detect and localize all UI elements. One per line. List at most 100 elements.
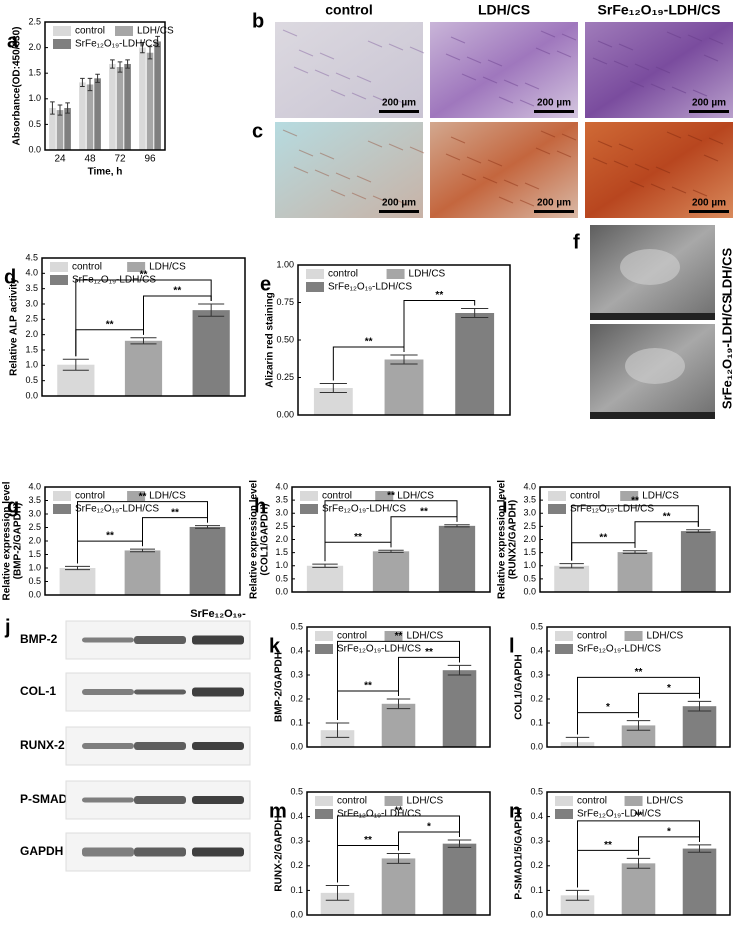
texture [351,192,367,200]
bar [617,552,653,592]
texture [556,50,572,58]
error-bar [444,524,470,528]
y-tick-label: 0.5 [530,786,543,796]
bar [64,108,71,150]
legend-swatch [555,796,573,806]
error-bar [87,77,93,92]
texture [671,86,687,94]
panel-letter: l [509,635,515,657]
y-tick-label: 4.0 [25,268,38,278]
significance-label: * [667,683,671,694]
bar [79,82,86,150]
y-tick-label: 0.0 [275,586,288,596]
error-bar [125,59,130,69]
significance-label: ** [663,511,671,522]
texture [556,150,572,158]
significance-label: ** [395,631,403,642]
legend-label: SrFe₁₂O₁₉-LDH/CS [577,644,661,655]
error-bar [140,41,145,54]
error-bar [461,308,489,318]
bar [320,730,355,747]
significance-label: * [667,827,671,838]
texture [409,146,425,154]
legend-label: LDH/CS [397,491,434,502]
row-label: COL-1 [20,684,56,698]
texture [393,98,409,106]
scale-bar [379,110,419,113]
significance-bracket [75,279,212,357]
scale-bar-label: 200 µm [692,198,726,209]
texture [466,156,482,164]
band [82,637,134,643]
y-tick-label: 0.5 [275,573,288,583]
legend-swatch [384,796,403,806]
column-header: LDH/CS [478,2,530,18]
texture [540,130,556,138]
y-tick-label: 1.0 [28,562,41,572]
plot-frame [306,626,491,748]
texture [409,46,425,54]
legend-swatch [306,282,324,292]
bar [306,565,344,592]
texture [692,189,708,197]
error-bar [386,853,411,864]
significance-label: ** [106,319,114,330]
legend-swatch [300,491,318,501]
y-tick-label: 0.1 [290,717,303,727]
legend-label: control [577,631,607,642]
legend-swatch [620,491,639,501]
legend-swatch [53,491,71,501]
micrograph [275,22,423,118]
legend-label: control [337,796,367,807]
panel-letter: c [252,120,263,142]
significance-label: ** [387,490,395,501]
texture [666,31,682,39]
scale-bar-label: 200 µm [537,198,571,209]
legend-swatch [375,491,394,501]
y-tick-label: 0.00 [276,409,294,419]
significance-bracket [403,300,476,352]
significance-label: ** [435,290,443,301]
error-bar [390,354,418,365]
bar [124,63,131,150]
significance-bracket [337,640,460,720]
y-tick-label: 2.0 [275,534,288,544]
significance-label: ** [139,491,147,502]
texture [634,63,650,71]
significance-bracket [337,815,460,883]
significance-label: ** [599,532,607,543]
y-tick-label: 2.0 [523,534,536,544]
y-tick-label: 0.5 [290,621,303,631]
texture [592,57,608,65]
panel-letter: m [269,800,287,822]
panel-letter: b [252,10,264,32]
legend-label: LDH/CS [409,269,446,280]
bar [192,310,230,396]
texture [282,129,298,137]
micrograph [585,22,733,118]
significance-bracket [324,500,458,562]
legend-label: LDH/CS [642,491,679,502]
x-tick-label: 24 [54,154,66,165]
panel-letter: e [260,273,271,295]
error-bar [50,101,55,115]
bar [372,551,410,592]
y-tick-label: 1.5 [25,344,38,354]
texture [692,89,708,97]
texture [629,180,645,188]
texture [524,82,540,90]
y-tick-label: 2.0 [28,535,41,545]
significance-label: ** [140,270,148,281]
error-bar [325,884,350,901]
y-tick-label: 3.5 [25,283,38,293]
plot-frame [539,486,731,593]
legend-swatch [50,262,68,272]
texture [356,75,372,83]
y-tick-label: 4.0 [523,481,536,491]
texture [519,199,535,207]
error-bar [117,61,123,73]
bar [438,525,476,592]
error-bar [559,563,584,569]
texture [703,54,719,62]
x-axis-label: Time, h [88,167,123,178]
